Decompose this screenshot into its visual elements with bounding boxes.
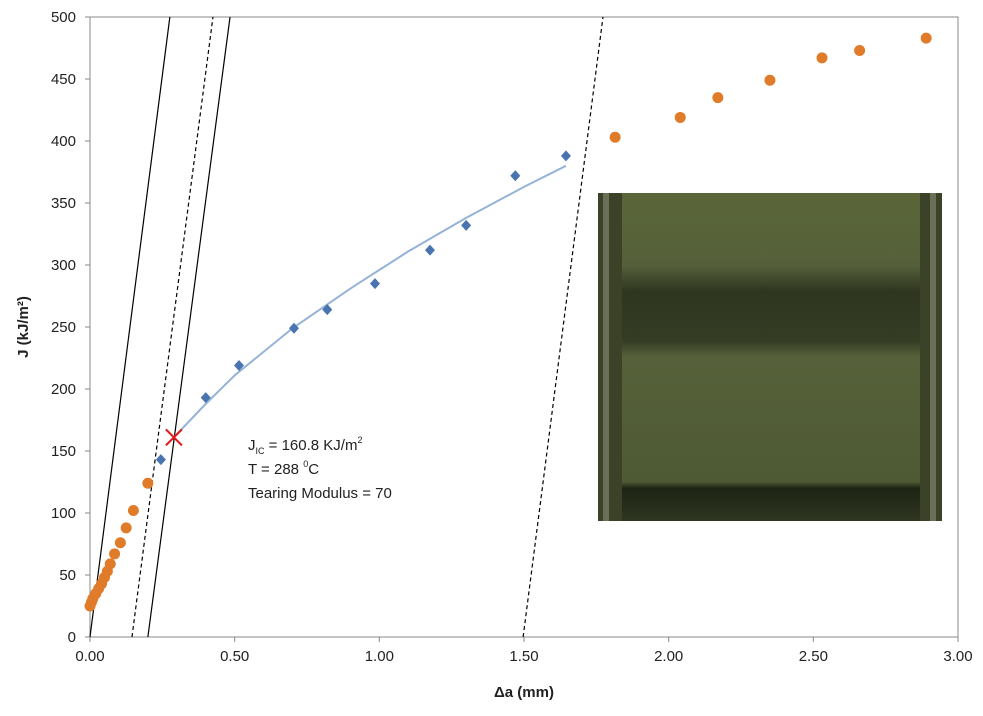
data-point xyxy=(322,304,333,316)
data-point xyxy=(142,477,154,489)
y-tick-label: 400 xyxy=(51,133,76,150)
data-point xyxy=(200,392,211,404)
x-tick-label: 1.50 xyxy=(509,648,538,665)
data-point xyxy=(234,359,245,371)
data-point xyxy=(127,505,139,517)
x-tick-label: 0.50 xyxy=(220,648,249,665)
x-tick-label: 2.00 xyxy=(654,648,683,665)
data-point xyxy=(104,558,116,570)
marker-x xyxy=(165,428,183,447)
data-point xyxy=(510,170,521,182)
data-point xyxy=(288,322,299,334)
line xyxy=(89,16,171,638)
data-point xyxy=(560,150,571,162)
data-point xyxy=(712,92,724,104)
dashed-line xyxy=(522,16,604,638)
data-point xyxy=(120,522,132,534)
data-point xyxy=(674,111,686,123)
data-point xyxy=(155,454,166,466)
y-axis-title: J (kJ/m²) xyxy=(15,296,32,358)
data-point xyxy=(424,244,435,256)
data-point xyxy=(609,131,621,143)
data-point xyxy=(764,74,776,86)
y-tick-label: 150 xyxy=(51,443,76,460)
line xyxy=(147,16,231,638)
x-axis-title: Δa (mm) xyxy=(494,684,554,701)
data-point xyxy=(816,52,828,64)
data-point xyxy=(369,278,380,290)
y-tick-label: 0 xyxy=(68,629,76,646)
data-point xyxy=(920,32,932,44)
x-tick-label: 1.00 xyxy=(365,648,394,665)
y-tick-label: 200 xyxy=(51,381,76,398)
x-tick-label: 3.00 xyxy=(943,648,972,665)
data-point xyxy=(854,44,866,56)
y-tick-label: 100 xyxy=(51,505,76,522)
data-point xyxy=(114,537,126,549)
dashed-line xyxy=(131,16,214,638)
annotation-jic: JIC = 160.8 KJ/m2 xyxy=(248,435,362,456)
inset-photo xyxy=(598,193,942,521)
annotation-tearing: Tearing Modulus = 70 xyxy=(248,485,392,502)
annotation-temp: T = 288 0C xyxy=(248,459,319,478)
y-tick-label: 250 xyxy=(51,319,76,336)
y-tick-label: 500 xyxy=(51,9,76,26)
y-tick-label: 350 xyxy=(51,195,76,212)
x-tick-label: 0.00 xyxy=(75,648,104,665)
y-tick-label: 300 xyxy=(51,257,76,274)
data-point xyxy=(109,548,121,560)
line xyxy=(173,164,567,439)
y-tick-label: 450 xyxy=(51,71,76,88)
y-tick-label: 50 xyxy=(59,567,76,584)
x-tick-label: 2.50 xyxy=(799,648,828,665)
data-point xyxy=(461,219,472,231)
